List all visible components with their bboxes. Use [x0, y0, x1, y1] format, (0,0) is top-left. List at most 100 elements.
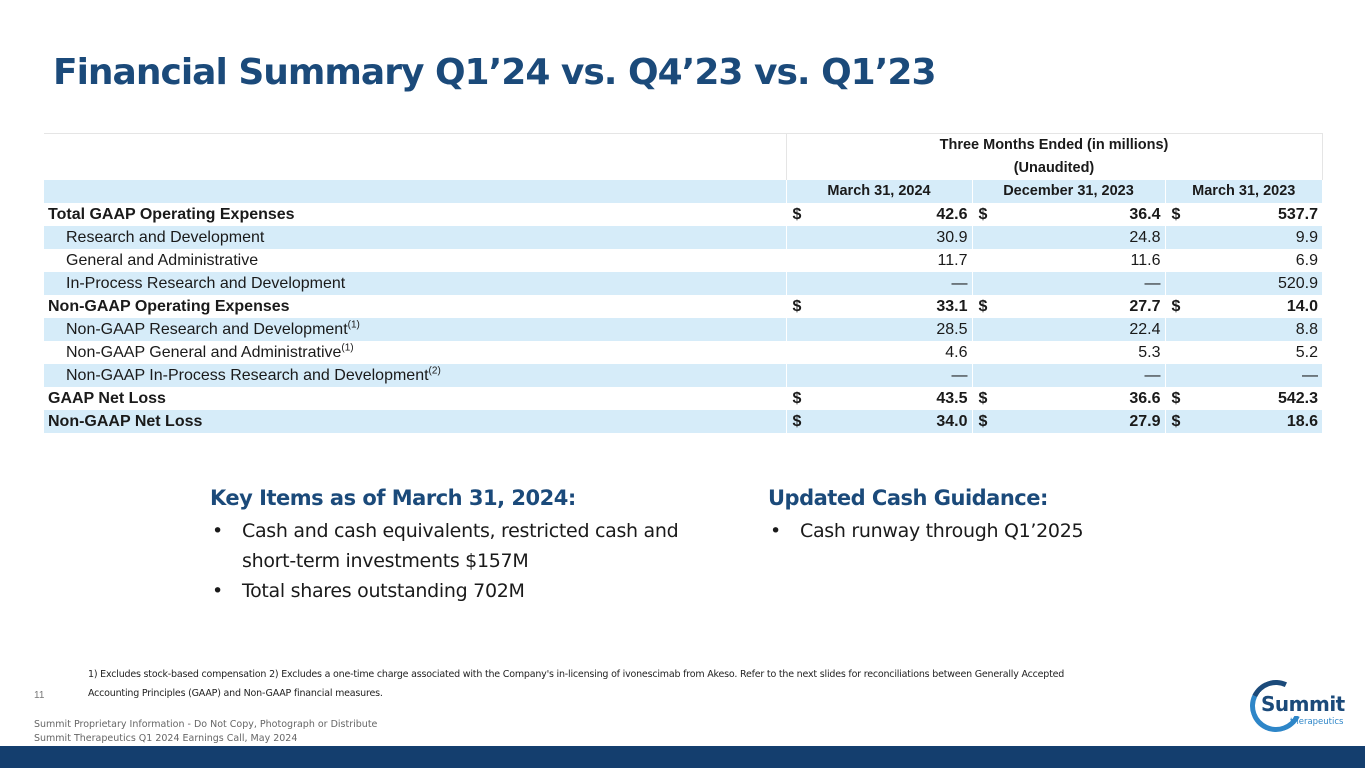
- currency-symbol: $: [1171, 413, 1181, 430]
- value-cell: —: [785, 364, 972, 387]
- value-cell-content: 6.9: [1166, 249, 1323, 272]
- confidentiality-line: Summit Proprietary Information - Do Not …: [34, 719, 378, 730]
- value: 14.0: [1286, 298, 1318, 315]
- value: 36.4: [1129, 206, 1161, 223]
- slide-title: Financial Summary Q1’24 vs. Q4’23 vs. Q1…: [53, 52, 937, 93]
- value-cell-content: 4.6: [787, 341, 972, 364]
- value-cell-content: $36.6: [973, 387, 1165, 410]
- value-cell-content: 28.5: [787, 318, 972, 341]
- table-row: Non-GAAP Net Loss $34.0 $27.9 $18.6: [44, 410, 1322, 433]
- value-cell: $18.6: [1164, 410, 1322, 433]
- row-label-text: General and Administrative: [66, 252, 259, 269]
- row-label-text: Non-GAAP Operating Expenses: [48, 298, 290, 315]
- table-row: Non-GAAP In-Process Research and Develop…: [44, 364, 1322, 387]
- currency-symbol: $: [792, 298, 802, 315]
- value-cell: 11.7: [785, 249, 972, 272]
- period-header-line1: Three Months Ended (in millions): [939, 137, 1169, 153]
- currency-symbol: $: [792, 413, 802, 430]
- row-label-text: Research and Development: [66, 229, 265, 246]
- value-cell: 6.9: [1164, 249, 1323, 272]
- value-cell-content: 5.3: [973, 341, 1165, 364]
- value-cell-content: —: [973, 272, 1165, 295]
- row-label: GAAP Net Loss: [44, 387, 786, 410]
- value: 11.6: [1130, 252, 1161, 269]
- value-cell: —: [785, 272, 972, 295]
- value-cell: 4.6: [785, 341, 972, 364]
- value-cell-content: 11.7: [787, 249, 972, 272]
- value-cell: 520.9: [1164, 272, 1322, 295]
- value: 4.6: [945, 344, 968, 361]
- column-header-q1-24: March 31, 2024: [785, 180, 972, 203]
- value: —: [951, 367, 968, 384]
- table-row: Non-GAAP Research and Development(1) 28.5…: [44, 318, 1322, 341]
- footnote-marker: (2): [428, 365, 441, 377]
- row-label: In-Process Research and Development: [44, 272, 786, 295]
- value-cell-content: $43.5: [787, 387, 972, 410]
- currency-symbol: $: [978, 298, 988, 315]
- table-body: Three Months Ended (in millions) (Unaudi…: [44, 133, 1323, 433]
- value-cell: $36.6: [971, 387, 1165, 410]
- value-cell-content: 11.6: [973, 249, 1165, 272]
- value-cell-content: $42.6: [787, 203, 972, 226]
- value: —: [951, 275, 968, 292]
- key-items-list: Cash and cash equivalents, restricted ca…: [210, 516, 690, 606]
- footnote-marker: (1): [347, 319, 360, 331]
- value-cell-content: 5.2: [1166, 341, 1323, 364]
- key-items-section: Key Items as of March 31, 2024: Cash and…: [210, 486, 690, 606]
- value-cell: 11.6: [971, 249, 1165, 272]
- footnote-marker: (1): [341, 342, 354, 354]
- value: 537.7: [1277, 206, 1318, 223]
- period-header: Three Months Ended (in millions) (Unaudi…: [785, 133, 1323, 180]
- value-cell: $537.7: [1164, 203, 1323, 226]
- table-row: Non-GAAP Operating Expenses $33.1 $27.7 $14…: [44, 295, 1322, 318]
- value: 27.7: [1129, 298, 1161, 315]
- row-label-text: GAAP Net Loss: [48, 390, 166, 407]
- key-items-heading: Key Items as of March 31, 2024:: [210, 486, 576, 510]
- value-cell-content: 9.9: [1166, 226, 1323, 249]
- key-item-shares: Total shares outstanding 702M: [210, 576, 690, 606]
- value-cell-content: $36.4: [973, 203, 1165, 226]
- currency-symbol: $: [978, 413, 988, 430]
- row-label-text: Non-GAAP Research and Development: [66, 321, 348, 338]
- value: —: [1144, 367, 1161, 384]
- currency-symbol: $: [1171, 298, 1181, 315]
- currency-symbol: $: [792, 206, 802, 223]
- value-cell: $34.0: [785, 410, 972, 433]
- value-cell-content: $14.0: [1166, 295, 1323, 318]
- table-row: In-Process Research and Development — — 520…: [44, 272, 1322, 295]
- currency-symbol: $: [978, 206, 988, 223]
- value-cell-content: 30.9: [787, 226, 972, 249]
- table-row: GAAP Net Loss $43.5 $36.6 $542.3: [44, 387, 1322, 410]
- row-label: Non-GAAP In-Process Research and Develop…: [44, 364, 786, 387]
- value: 27.9: [1129, 413, 1161, 430]
- value-cell: $42.6: [785, 203, 972, 226]
- row-label-text: Non-GAAP Net Loss: [48, 413, 203, 430]
- confidentiality-notice: Summit Proprietary Information - Do Not …: [34, 718, 377, 746]
- value-cell: $36.4: [971, 203, 1165, 226]
- table-row: Total GAAP Operating Expenses $42.6 $36.4 $…: [44, 203, 1322, 226]
- value-cell-content: $542.3: [1166, 387, 1323, 410]
- value: 5.3: [1138, 344, 1161, 361]
- row-label: Non-GAAP General and Administrative(1): [44, 341, 786, 364]
- footnote: 1) Excludes stock-based compensation 2) …: [88, 669, 1065, 699]
- row-label: General and Administrative: [44, 249, 786, 272]
- row-label-text: Non-GAAP General and Administrative: [66, 344, 342, 361]
- value: 34.0: [936, 413, 968, 430]
- value-cell: $33.1: [785, 295, 972, 318]
- row-label-text: In-Process Research and Development: [66, 275, 346, 292]
- value-cell-content: $537.7: [1166, 203, 1323, 226]
- value: 11.7: [937, 252, 968, 269]
- footer-bar: [0, 746, 1365, 768]
- value: 43.5: [936, 390, 968, 407]
- value-cell: 5.2: [1164, 341, 1323, 364]
- value-cell-content: —: [1166, 364, 1323, 387]
- header-blank-cell: [44, 133, 786, 180]
- value-cell: 30.9: [785, 226, 972, 249]
- value-cell-content: 22.4: [973, 318, 1165, 341]
- value-cell: 8.8: [1164, 318, 1322, 341]
- value: 42.6: [936, 206, 968, 223]
- currency-symbol: $: [978, 390, 988, 407]
- value: 28.5: [936, 321, 968, 338]
- column-header-row: March 31, 2024 December 31, 2023 March 3…: [44, 180, 1322, 203]
- value-cell: 22.4: [971, 318, 1165, 341]
